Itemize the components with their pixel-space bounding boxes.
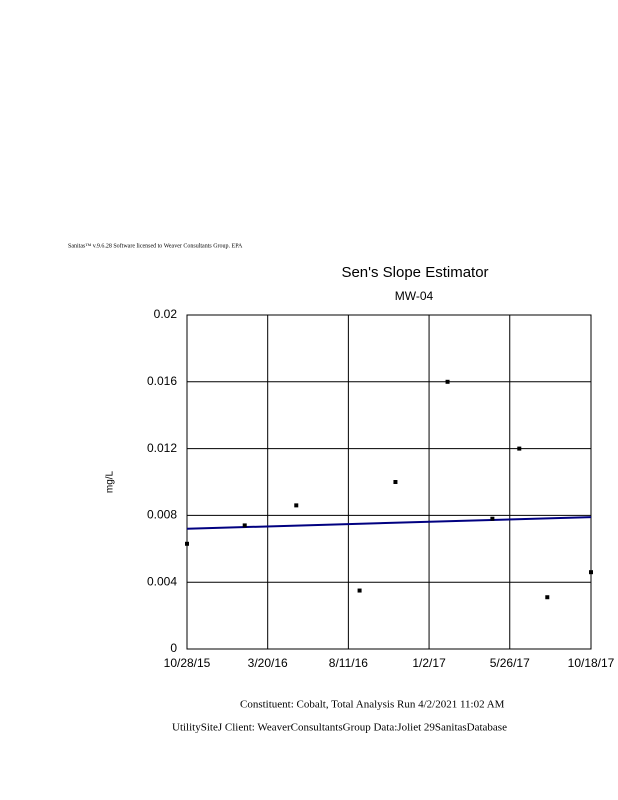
data-point <box>294 503 299 508</box>
x-tick-label: 1/2/17 <box>412 656 446 670</box>
x-tick-label: 8/11/16 <box>329 656 368 670</box>
data-point <box>517 446 522 451</box>
trend-line <box>186 516 592 530</box>
data-point <box>357 588 362 593</box>
x-tick-label: 3/20/16 <box>248 656 288 670</box>
chart-title: Sen's Slope Estimator <box>341 264 488 281</box>
chart-subtitle: MW-04 <box>395 289 434 303</box>
footer-line: UtilitySiteJ Client: WeaverConsultantsGr… <box>172 722 507 734</box>
footer-line: Constituent: Cobalt, Total Analysis Run … <box>240 699 505 711</box>
data-point <box>589 570 593 575</box>
x-tick-label: 5/26/17 <box>490 656 530 670</box>
y-tick-label: 0.012 <box>147 441 177 455</box>
plot-frame <box>186 314 592 650</box>
y-axis-label: mg/L <box>105 470 116 493</box>
y-tick-label: 0.008 <box>147 508 177 522</box>
data-point <box>185 541 189 546</box>
x-tick-label: 10/18/17 <box>568 656 615 670</box>
y-tick-label: 0.02 <box>154 307 178 321</box>
data-point <box>545 595 550 600</box>
x-tick-label: 10/28/15 <box>164 656 211 670</box>
data-point <box>393 480 398 484</box>
data-point <box>445 379 450 384</box>
y-tick-label: 0 <box>170 641 177 655</box>
license-header: Sanitas™ v.9.6.28 Software licensed to W… <box>68 242 243 249</box>
data-point <box>242 523 247 528</box>
y-tick-label: 0.016 <box>147 374 177 388</box>
y-tick-label: 0.004 <box>147 574 177 588</box>
data-point <box>490 516 495 521</box>
